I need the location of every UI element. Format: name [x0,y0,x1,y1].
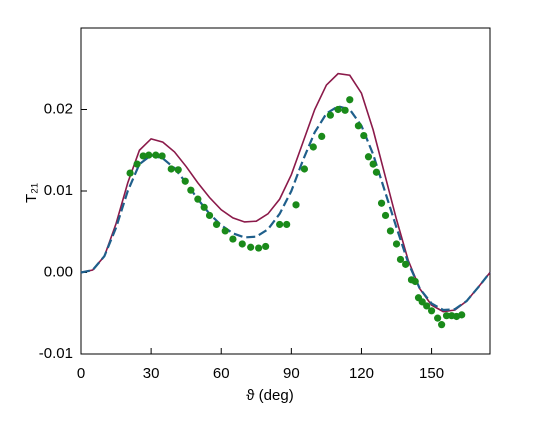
data-point [238,240,246,248]
data-point [276,220,284,229]
x-tick-label: 30 [143,365,160,382]
data-point [200,203,208,211]
data-point [145,151,153,159]
x-tick-label: 90 [283,365,300,382]
data-point [334,105,342,114]
x-tick-label: 120 [349,365,374,382]
data-point [255,244,263,252]
data-point [174,166,182,174]
series-line [80,105,491,312]
series-line [80,72,491,313]
data-point [423,302,431,310]
data-point [392,240,401,248]
data-point [283,220,291,229]
data-point [372,168,381,176]
data-point [205,211,214,220]
data-point [133,160,141,168]
data-point [360,131,368,140]
data-point [381,211,390,220]
y-tick-label: 0.02 [44,100,73,117]
data-point [354,122,363,130]
data-point [442,312,451,320]
data-point [247,243,255,251]
data-point [434,314,442,322]
data-point [346,96,354,104]
data-point [158,152,166,160]
data-point [369,160,377,168]
data-point [221,227,229,235]
data-point [181,177,189,185]
data-point [262,242,270,251]
data-point [377,199,386,207]
data-point [341,106,349,114]
data-point [126,169,134,177]
data-point [292,201,300,209]
data-point [194,195,202,203]
data-point [152,151,160,159]
x-tick-label: 0 [77,365,85,382]
data-point [212,220,221,229]
data-point [438,321,446,329]
data-point [427,307,436,315]
data-point [411,277,419,286]
data-point [364,153,373,161]
y-tick-label: -0.01 [39,345,73,362]
data-point [139,152,147,160]
data-point [318,132,326,140]
data-point [326,111,334,119]
data-point [458,311,466,319]
y-tick-label: 0.00 [44,263,73,280]
x-tick-label: 60 [213,365,230,382]
data-point [229,235,237,243]
data-point [402,260,410,268]
data-point [386,227,395,235]
x-tick-label: 150 [419,365,444,382]
data-point [309,143,317,151]
data-point [167,165,175,173]
data-point [300,165,309,173]
data-point [187,186,195,194]
y-axis-label: T₂₁ [23,183,40,203]
y-tick-label: 0.01 [44,182,73,199]
x-axis-label: ϑ (deg) [246,387,293,404]
data-point [396,255,405,264]
